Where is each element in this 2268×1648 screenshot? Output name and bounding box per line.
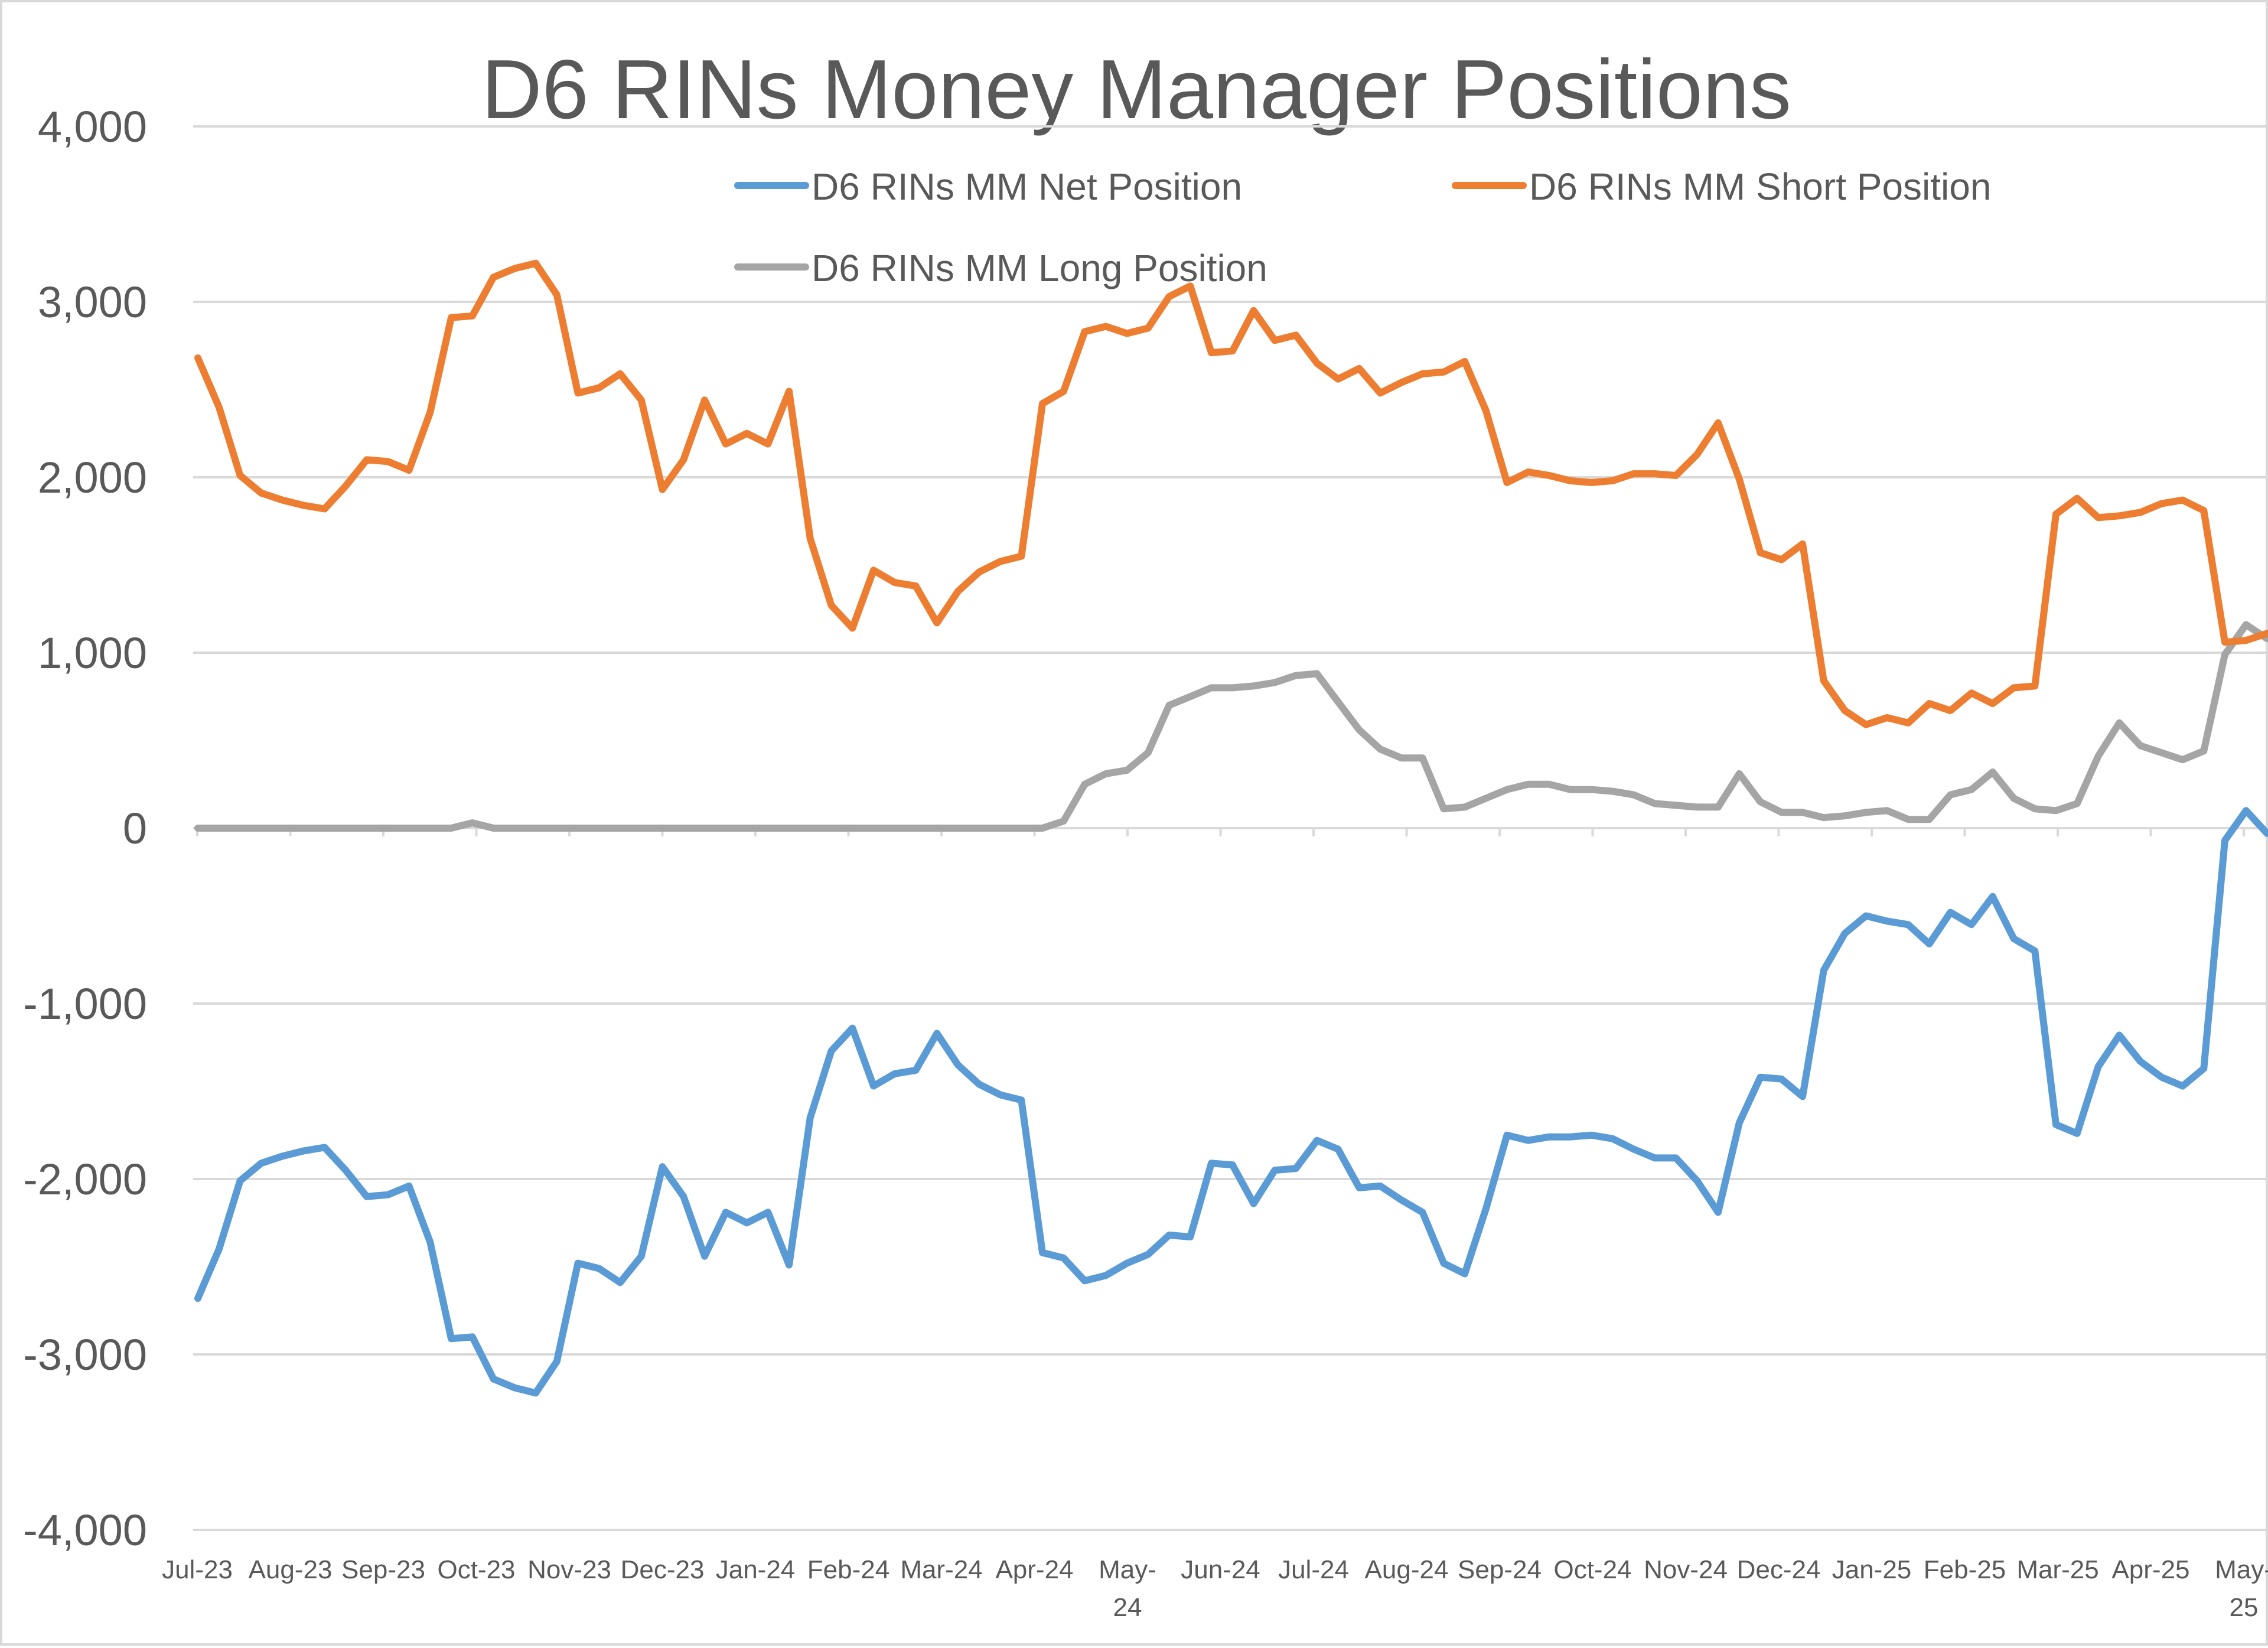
x-tick-label: Oct-23 [437, 1555, 515, 1584]
x-tick-label: Nov-23 [527, 1555, 611, 1584]
series-line-net [194, 807, 2268, 1397]
y-axis-tick-labels: 4,000 3,000 2,000 1,000 0 -1,000 -2,000 -3,000 -… [23, 102, 147, 1555]
x-tick-label: Aug-24 [1365, 1555, 1449, 1584]
x-tick-label: Apr-24 [995, 1555, 1073, 1584]
y-tick-label: 2,000 [38, 453, 147, 502]
legend-label: D6 RINs MM Net Position [812, 165, 1242, 208]
series-lines [194, 259, 2268, 1397]
y-tick-label: -2,000 [23, 1155, 147, 1204]
x-tick-label: May- [2215, 1555, 2268, 1584]
x-tick-label: Nov-24 [1644, 1555, 1728, 1584]
x-tick-label: Dec-23 [621, 1555, 705, 1584]
x-tick-label: Sep-23 [341, 1555, 425, 1584]
series-line-long [194, 621, 2268, 832]
x-tick-label: Mar-25 [2016, 1555, 2098, 1584]
x-tick-label: Jun-24 [1181, 1555, 1260, 1584]
x-tick-label: Dec-24 [1737, 1555, 1821, 1584]
x-tick-label: Oct-24 [1553, 1555, 1631, 1584]
x-tick-label: Mar-24 [900, 1555, 982, 1584]
y-tick-label: 0 [123, 804, 147, 853]
y-tick-label: 1,000 [38, 628, 147, 678]
x-tick-label: Jan-25 [1832, 1555, 1912, 1584]
x-tick-label: 25 [2230, 1593, 2259, 1622]
x-tick-label: Jul-23 [162, 1555, 233, 1584]
x-tick-label: Jul-24 [1278, 1555, 1349, 1584]
x-tick-label: Sep-24 [1458, 1555, 1542, 1584]
legend-label: D6 RINs MM Short Position [1529, 165, 1991, 208]
y-tick-label: -4,000 [23, 1506, 147, 1555]
x-axis-tick-labels: Jul-23 Aug-23 Sep-23 Oct-23 Nov-23 Dec-23 Jan-… [162, 828, 2268, 1622]
legend-label: D6 RINs MM Long Position [812, 247, 1267, 289]
legend: D6 RINs MM Net Position D6 RINs MM Short … [734, 165, 1991, 289]
chart-title: D6 RINs Money Manager Positions [481, 43, 1791, 136]
x-tick-label: Feb-25 [1924, 1555, 2006, 1584]
x-tick-label: Apr-25 [2111, 1555, 2189, 1584]
y-tick-label: 4,000 [38, 102, 147, 151]
y-tick-label: -3,000 [23, 1330, 147, 1379]
x-tick-label: Feb-24 [807, 1555, 889, 1584]
x-tick-label: Aug-23 [249, 1555, 333, 1584]
x-tick-label: May- [1099, 1555, 1156, 1584]
x-tick-label: Jan-24 [716, 1555, 796, 1584]
y-tick-label: -1,000 [23, 979, 147, 1028]
y-tick-label: 3,000 [38, 278, 147, 327]
x-tick-label: 24 [1113, 1593, 1142, 1622]
series-line-short [194, 259, 2268, 728]
